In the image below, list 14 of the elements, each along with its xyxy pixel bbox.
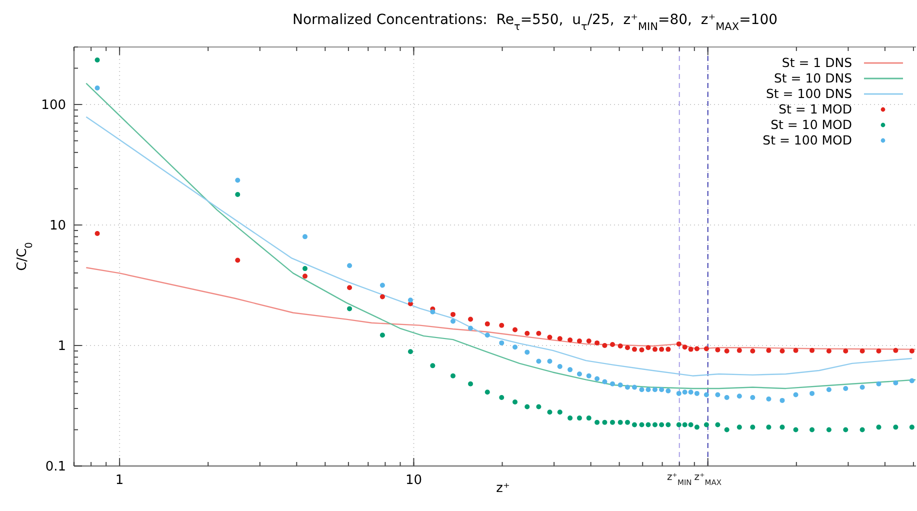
ref-line-label: z⁺$_{MIN}$	[666, 472, 692, 486]
y-tick-label: 0.1	[45, 460, 66, 474]
x-axis-title: z⁺	[496, 481, 510, 496]
chart-title: Normalized Concentrations: Re$_{τ}$=550, u$_{τ}$/25, z⁺$_{MIN}$=80, z⁺$_{MAX}$=100	[292, 12, 778, 33]
legend-label: St = 1 MOD	[778, 102, 852, 116]
y-tick-label: 100	[41, 98, 66, 113]
y-tick-label: 10	[49, 218, 66, 234]
legend-label: St = 1 DNS	[782, 55, 852, 70]
legend-label: St = 10 DNS	[774, 70, 852, 86]
ref-line-label: z⁺$_{MAX}$	[694, 472, 722, 486]
legend-label: St = 100 MOD	[762, 132, 852, 148]
y-tick-label: 1	[58, 339, 66, 354]
legend-label: St = 100 DNS	[766, 86, 852, 101]
legend-label: St = 10 MOD	[770, 117, 852, 132]
